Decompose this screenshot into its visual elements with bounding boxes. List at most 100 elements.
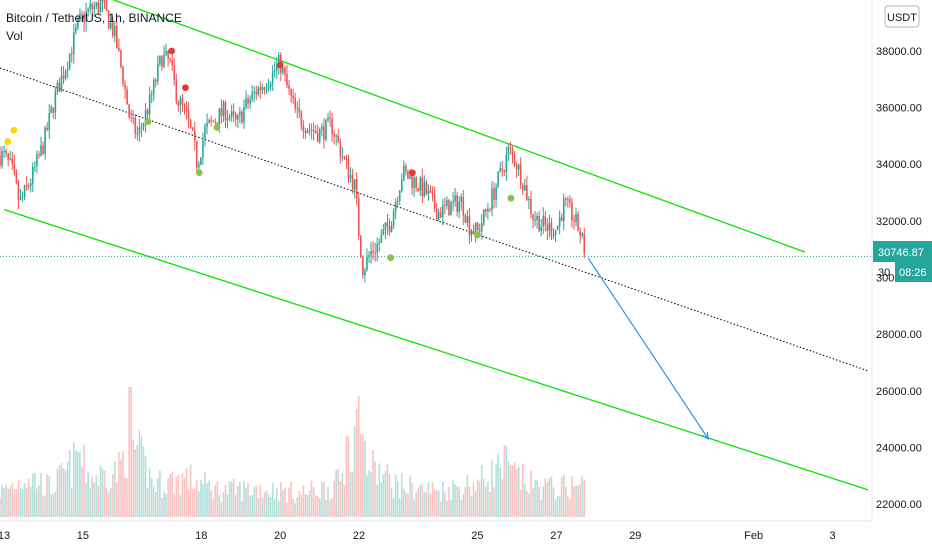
volume-bar [429,493,432,517]
candle-body [122,66,124,85]
candle-body [470,231,473,236]
candle-body [300,112,303,126]
volume-bar [567,496,569,517]
candle-body [255,91,258,95]
volume-bar [97,485,100,517]
candle-body [288,85,290,89]
candle-body [128,104,130,118]
volume-bar [390,487,393,517]
volume-bar [450,500,452,517]
candle-body [468,216,471,236]
volume-bar [409,475,411,517]
candle-body [501,168,504,171]
volume-bar [454,484,456,517]
candle-body [245,98,247,108]
volume-bar [444,492,446,517]
volume-bar [251,495,253,517]
volume-bar [372,450,374,517]
candle-body [347,159,350,179]
pivot-marker-special [10,126,18,134]
time-tick-label: 22 [353,530,365,542]
volume-bar [386,464,389,517]
volume-bar [99,465,102,517]
candle-body [450,202,452,216]
candle-body [343,156,346,159]
volume-bar [77,452,79,517]
candle-body [228,116,231,119]
volume-bar [519,489,522,517]
pivot-marker-low [195,169,203,177]
volume-bar [83,444,85,517]
candle-body [75,27,77,33]
volume-bar [222,492,225,517]
volume-bar [68,450,71,517]
volume-bar [23,482,26,517]
candle-body [355,179,358,199]
candle-body [175,79,178,103]
volume-bar [308,490,311,517]
volume-bar [109,487,112,517]
volume-bar [64,470,67,517]
candle-body [534,220,536,222]
candle-body [349,175,352,179]
volume-bar [534,480,536,517]
volume-bar [384,471,387,517]
volume-bar [187,489,190,517]
time-axis[interactable]: 13 15 18 20 22 25 27 29 Feb 3 [0,530,836,542]
candle-body [179,98,182,106]
pivot-marker-low [474,231,481,239]
volume-bar [261,498,264,517]
candle-body [273,70,276,72]
forecast-arrow [587,257,709,440]
volume-bar [58,465,61,517]
candle-body [234,114,237,120]
volume-legend[interactable]: Vol [6,29,23,43]
candle-body [193,130,196,141]
volume-bar [19,487,22,517]
volume-bar [509,464,512,517]
candle-body [95,2,98,7]
volume-bar [513,462,516,517]
volume-bar [325,499,327,517]
volume-bar [42,496,44,517]
volume-bar [392,497,395,517]
candle-body [271,70,274,84]
trend-lines[interactable] [0,0,872,491]
candle-body [216,122,219,126]
candle-body [77,18,79,28]
candle-body [46,127,48,131]
candle-body [109,22,112,29]
volume-bar [243,480,245,517]
forecast-arrow-head [701,431,710,441]
volume-bar [46,474,48,517]
symbol-title[interactable]: Bitcoin / TetherUS, 1h, BINANCE [6,11,182,25]
currency-button[interactable]: USDT [884,5,920,28]
volume-bar [532,488,534,517]
candle-body [573,220,575,222]
candle-body [60,75,63,92]
volume-bar [44,495,46,517]
candle-body [550,222,553,237]
candle-body [0,155,1,166]
candles [0,0,586,283]
volume-bar [478,481,481,517]
volume-bar [257,498,260,517]
volume-bar [255,485,258,517]
candle-body [376,243,378,253]
time-tick-label: 29 [629,530,641,542]
volume-bar [515,469,518,517]
volume-bar [548,478,551,517]
volume-bar [105,488,108,517]
candle-body [222,102,225,116]
volume-bar [546,481,549,517]
volume-bar [126,478,128,517]
candle-body [398,190,401,201]
candle-body [548,222,551,231]
volume-bar [437,490,440,517]
candle-body [15,172,18,183]
volume-bar [378,463,381,517]
volume-bar [155,492,157,517]
candle-body [159,56,161,64]
volume-bar [38,485,40,517]
